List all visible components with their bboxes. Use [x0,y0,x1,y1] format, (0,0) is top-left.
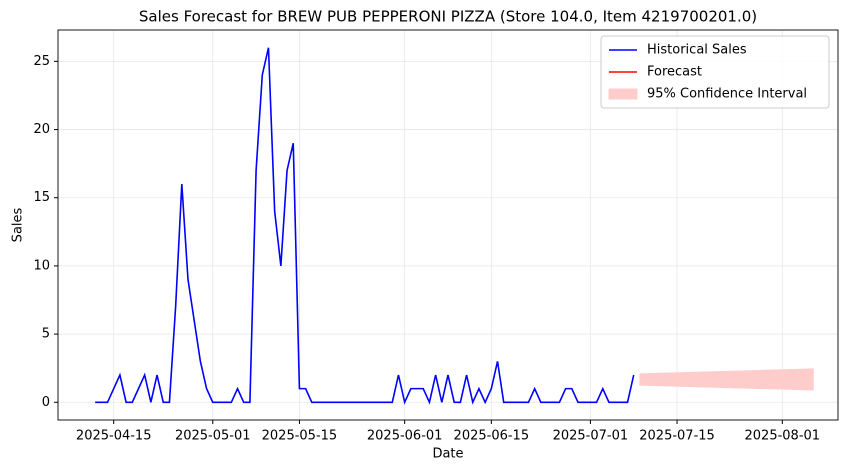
legend-swatch [608,88,638,100]
y-tick-label: 5 [42,327,50,342]
x-tick-label: 2025-04-15 [76,429,152,444]
x-tick-label: 2025-07-15 [639,429,715,444]
series-line [95,47,635,405]
legend-label: Forecast [647,65,702,80]
x-tick-label: 2025-06-15 [454,429,530,444]
y-tick-label: 10 [33,258,50,273]
y-tick-label: 20 [33,122,50,137]
legend: Historical Sales Forecast 95% Confidence I… [600,35,830,109]
y-tick-label: 15 [33,190,50,205]
x-axis-label: Date [432,447,463,462]
y-tick-label: 0 [42,395,50,410]
x-tick-label: 2025-07-01 [553,429,629,444]
legend-label: Historical Sales [647,43,747,58]
plot-frame [57,29,839,421]
confidence-band [639,368,814,391]
x-tick-label: 2025-08-01 [745,429,821,444]
chart-title: Sales Forecast for BREW PUB PEPPERONI PI… [139,8,757,26]
legend-box [600,35,830,109]
legend-label: 95% Confidence Interval [647,87,807,102]
x-tick-label: 2025-05-01 [175,429,251,444]
x-tick-label: 2025-06-01 [367,429,443,444]
y-tick-label: 25 [33,54,50,69]
y-axis-label: Sales [11,207,26,242]
x-tick-label: 2025-05-15 [262,429,338,444]
